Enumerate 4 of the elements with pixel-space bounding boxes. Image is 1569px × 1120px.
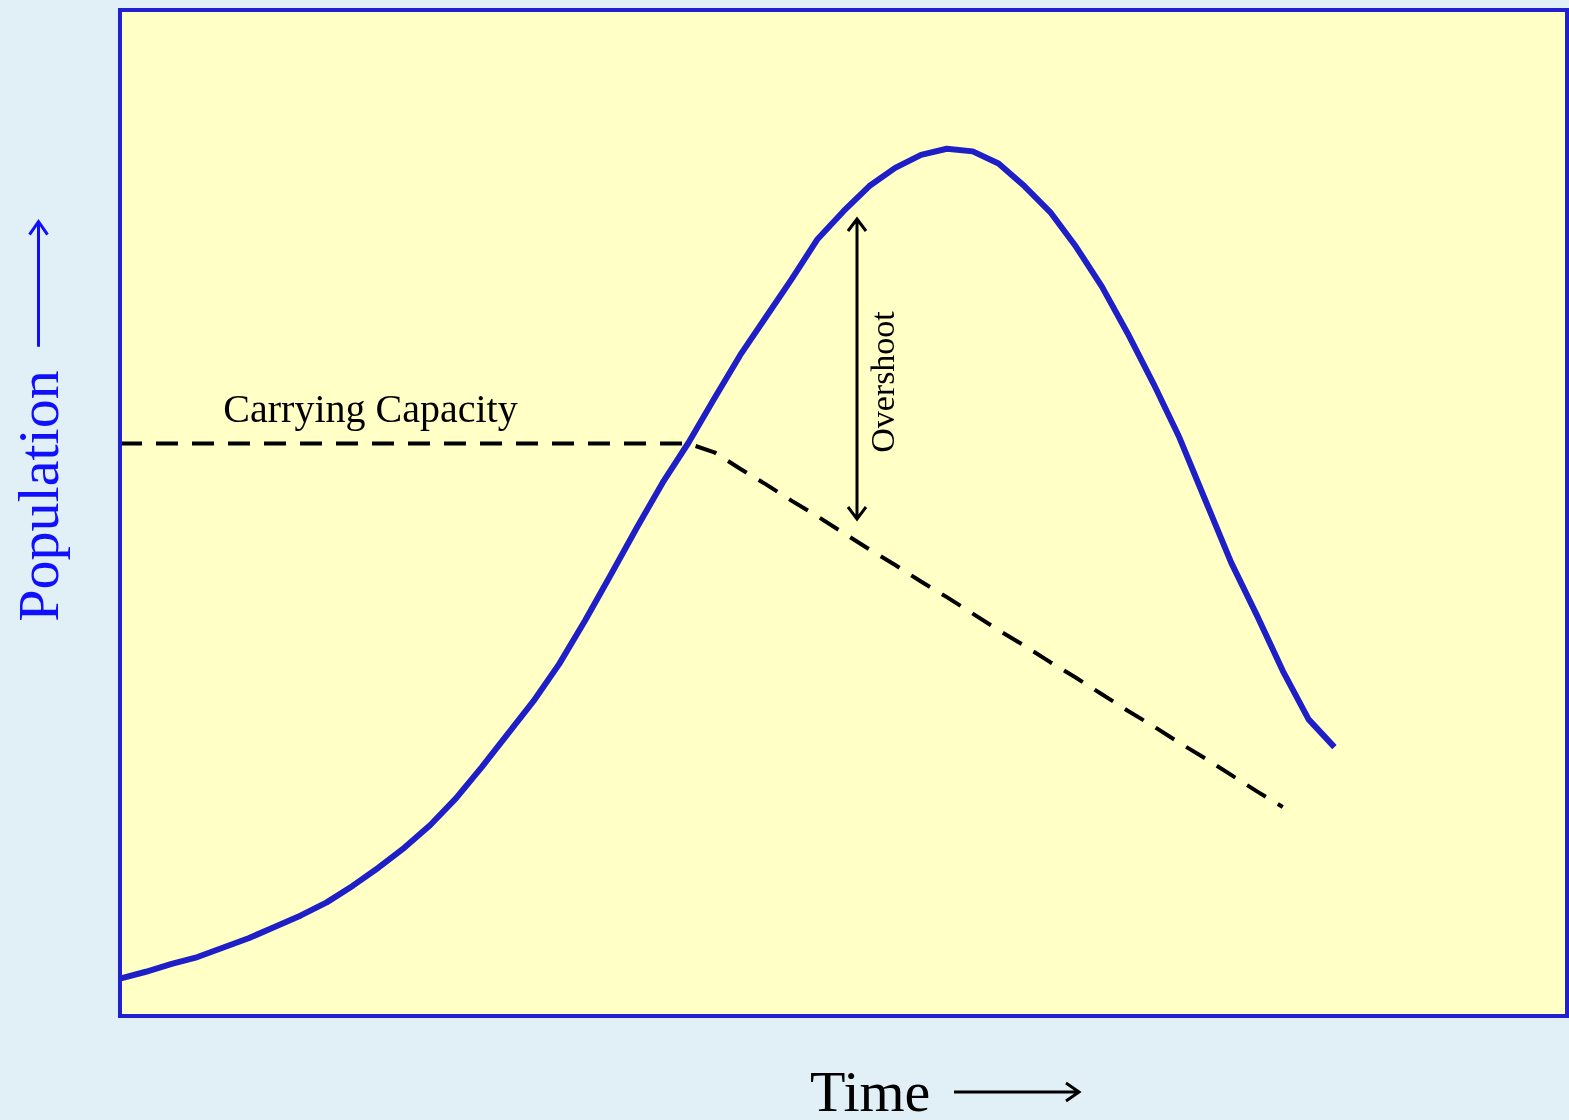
series-label: Carrying Capacity — [223, 386, 518, 432]
annotation: Overshoot — [863, 311, 902, 454]
y-axis-title: Population — [4, 370, 72, 622]
x-axis-title: Time — [810, 1058, 931, 1120]
